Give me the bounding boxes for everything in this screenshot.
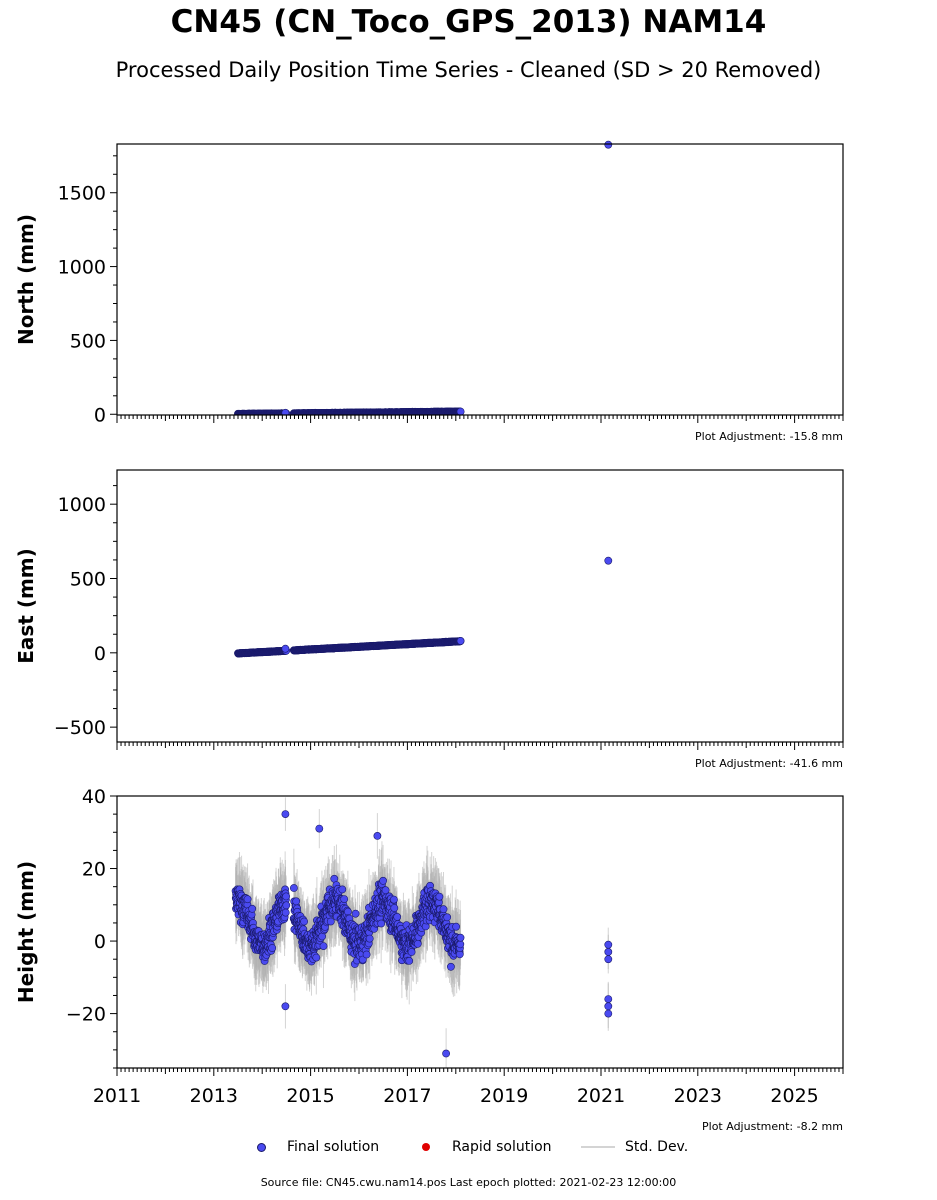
data-point — [281, 1002, 290, 1011]
chart-subtitle: Processed Daily Position Time Series - C… — [115, 58, 822, 82]
data-point — [312, 953, 321, 962]
data-point — [456, 407, 465, 415]
data-point — [456, 637, 465, 645]
data-point — [452, 922, 460, 931]
panel-1-data — [234, 556, 613, 658]
y-tick-label: 1000 — [58, 257, 106, 279]
plot-adjustment-note: Plot Adjustment: -41.6 mm — [695, 757, 843, 770]
data-point — [268, 944, 277, 952]
y-tick-label: 500 — [70, 569, 106, 591]
data-point — [282, 892, 290, 901]
data-point — [439, 905, 448, 914]
data-point — [604, 948, 613, 956]
data-point — [377, 919, 386, 928]
x-tick-label: 2015 — [286, 1085, 334, 1107]
x-tick-label: 2013 — [190, 1085, 238, 1107]
data-point — [393, 913, 402, 921]
legend: Final solution Rapid solution Std. Dev. — [0, 1136, 937, 1158]
data-point — [413, 939, 422, 948]
data-point — [604, 940, 613, 949]
data-point — [604, 556, 613, 565]
data-point — [365, 934, 374, 943]
y-tick-label: 20 — [82, 859, 106, 881]
chart-title: CN45 (CN_Toco_GPS_2013) NAM14 — [170, 4, 767, 40]
x-tick-label: 2017 — [383, 1085, 431, 1107]
data-point — [379, 876, 387, 885]
y-axis-label: East (mm) — [14, 548, 38, 664]
y-tick-label: 500 — [70, 330, 106, 352]
std-dev-label: Std. Dev. — [625, 1139, 689, 1155]
data-point — [351, 909, 360, 918]
data-point — [604, 995, 613, 1003]
panel-2-frame — [116, 795, 844, 1069]
data-point — [281, 408, 290, 415]
y-tick-label: 0 — [94, 404, 106, 426]
data-point — [319, 942, 328, 950]
data-point — [281, 644, 290, 653]
source-footer: Source file: CN45.cwu.nam14.pos Last epo… — [260, 1176, 677, 1189]
data-point — [338, 885, 347, 894]
y-tick-label: 1500 — [58, 183, 106, 205]
data-point — [407, 948, 416, 956]
data-point — [604, 1002, 613, 1011]
rapid-solution-label: Rapid solution — [452, 1139, 552, 1155]
data-point — [443, 913, 452, 922]
y-tick-label: 0 — [94, 643, 106, 665]
y-axis-label: North (mm) — [14, 214, 38, 345]
data-point — [435, 892, 444, 901]
final-solution-marker — [257, 1143, 266, 1152]
panel-0-data — [234, 140, 613, 415]
data-point — [362, 950, 371, 959]
data-point — [604, 1009, 613, 1018]
data-point — [442, 1049, 450, 1058]
data-point — [343, 907, 352, 916]
data-point — [446, 962, 455, 971]
x-tick-label: 2021 — [577, 1085, 625, 1107]
data-point — [300, 917, 308, 926]
data-point — [604, 955, 613, 964]
panel-1-frame — [116, 469, 844, 743]
x-tick-label: 2023 — [674, 1085, 722, 1107]
data-point — [315, 824, 324, 833]
panel-2-data — [231, 797, 613, 1068]
x-tick-label: 2019 — [480, 1085, 528, 1107]
plot-adjustment-note: Plot Adjustment: -8.2 mm — [702, 1120, 843, 1133]
data-point — [326, 917, 335, 926]
y-axis-label: Height (mm) — [14, 861, 38, 1003]
final-solution-label: Final solution — [287, 1139, 380, 1155]
data-point — [281, 908, 290, 917]
plot-adjustment-note: Plot Adjustment: -15.8 mm — [695, 430, 843, 443]
data-point — [405, 957, 414, 965]
panel-0-frame — [116, 143, 844, 416]
data-point — [373, 832, 382, 840]
data-point — [292, 897, 301, 906]
data-point — [604, 140, 613, 149]
y-tick-label: 0 — [94, 931, 106, 953]
y-tick-label: −500 — [54, 717, 106, 739]
data-point — [281, 810, 290, 818]
data-point — [282, 901, 291, 910]
y-tick-label: 1000 — [58, 494, 106, 516]
y-tick-label: 40 — [82, 786, 106, 808]
data-point — [289, 884, 298, 892]
data-point — [389, 895, 398, 904]
data-point — [248, 904, 257, 913]
data-point — [243, 895, 252, 904]
data-point — [456, 940, 465, 949]
x-tick-label: 2025 — [770, 1085, 818, 1107]
data-point — [456, 933, 465, 942]
x-tick-label: 2011 — [93, 1085, 141, 1107]
data-point — [340, 895, 349, 903]
rapid-solution-marker — [422, 1143, 430, 1151]
data-point — [390, 904, 399, 912]
y-tick-label: −20 — [66, 1004, 106, 1026]
std-dev-line — [581, 1146, 615, 1148]
